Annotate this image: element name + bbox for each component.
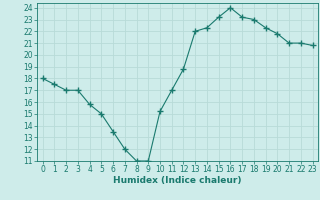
- X-axis label: Humidex (Indice chaleur): Humidex (Indice chaleur): [113, 176, 242, 185]
